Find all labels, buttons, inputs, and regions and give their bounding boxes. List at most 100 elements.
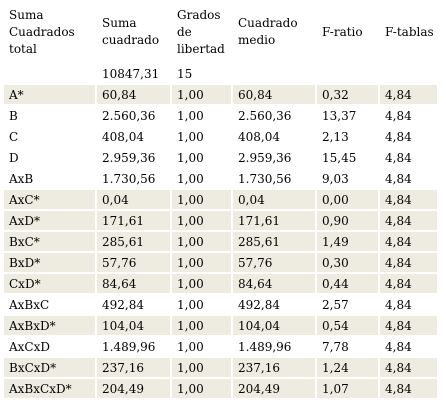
table-row: AxBxCxD* 204,49 1,00 204,49 1,07 4,84 (4, 379, 437, 398)
cell-f-tablas: 4,84 (385, 129, 412, 144)
cell-cuadrado-medio: 1.730,56 (238, 171, 292, 186)
table-row: BxD* 57,76 1,00 57,76 0,30 4,84 (4, 253, 437, 272)
table-row: AxCxD 1.489,96 1,00 1.489,96 7,78 4,84 (4, 337, 437, 356)
cell-source: AxBxCxD* (4, 379, 95, 398)
cell-f-ratio: 0,54 (317, 316, 378, 335)
cell-f-tablas: 4,84 (385, 297, 412, 312)
cell-source: AxBxC (9, 297, 50, 312)
cell-f-ratio: 9,03 (322, 171, 349, 186)
totals-label (4, 64, 95, 83)
cell-grados-libertad: 1,00 (172, 274, 231, 293)
cell-grados-libertad: 1,00 (172, 232, 231, 251)
cell-f-ratio: 7,78 (322, 339, 349, 354)
cell-source: D (9, 150, 19, 165)
cell-f-ratio: 1,24 (317, 358, 378, 377)
cell-source: AxD* (4, 211, 95, 230)
cell-cuadrado-medio: 0,04 (233, 190, 315, 209)
cell-suma-cuadrado: 57,76 (97, 253, 170, 272)
header-f-tablas: F-tablas (385, 24, 434, 39)
table-row: AxBxC 492,84 1,00 492,84 2,57 4,84 (4, 295, 437, 314)
cell-f-ratio: 0,90 (317, 211, 378, 230)
cell-grados-libertad: 1,00 (177, 339, 204, 354)
cell-f-ratio: 13,37 (322, 108, 357, 123)
header-cuadrado-medio: Cuadrado medio (238, 16, 298, 47)
cell-f-tablas: 4,84 (380, 316, 437, 335)
cell-source: C (9, 129, 19, 144)
table-row: B 2.560,36 1,00 2.560,36 13,37 4,84 (4, 106, 437, 125)
cell-cuadrado-medio: 204,49 (233, 379, 315, 398)
header-suma-cuadrado: Suma cuadrado (102, 16, 160, 47)
cell-f-ratio: 0,00 (317, 190, 378, 209)
cell-f-tablas: 4,84 (380, 358, 437, 377)
cell-f-tablas: 4,84 (380, 379, 437, 398)
table-row: D 2.959,36 1,00 2.959,36 15,45 4,84 (4, 148, 437, 167)
cell-suma-cuadrado: 0,04 (97, 190, 170, 209)
table-row: BxC* 285,61 1,00 285,61 1,49 4,84 (4, 232, 437, 251)
cell-source: AxB (9, 171, 34, 186)
cell-source: AxCxD (9, 339, 51, 354)
cell-f-tablas: 4,84 (385, 150, 412, 165)
table-row: BxCxD* 237,16 1,00 237,16 1,24 4,84 (4, 358, 437, 377)
cell-suma-cuadrado: 237,16 (97, 358, 170, 377)
cell-cuadrado-medio: 2.560,36 (238, 108, 292, 123)
total-grados-libertad: 15 (177, 66, 193, 81)
anova-table: Suma Cuadrados total Suma cuadrado Grado… (2, 0, 439, 400)
cell-f-ratio: 1,07 (317, 379, 378, 398)
cell-suma-cuadrado: 1.489,96 (102, 339, 156, 354)
cell-f-tablas: 4,84 (380, 190, 437, 209)
cell-source: AxC* (4, 190, 95, 209)
cell-grados-libertad: 1,00 (177, 171, 204, 186)
cell-f-tablas: 4,84 (380, 274, 437, 293)
cell-f-ratio: 1,49 (317, 232, 378, 251)
cell-suma-cuadrado: 60,84 (97, 85, 170, 104)
cell-grados-libertad: 1,00 (172, 358, 231, 377)
cell-source: A* (4, 85, 95, 104)
cell-cuadrado-medio: 237,16 (233, 358, 315, 377)
cell-source: BxC* (4, 232, 95, 251)
cell-suma-cuadrado: 84,64 (97, 274, 170, 293)
table-row: AxBxD* 104,04 1,00 104,04 0,54 4,84 (4, 316, 437, 335)
cell-grados-libertad: 1,00 (177, 297, 204, 312)
table-row: AxB 1.730,56 1,00 1.730,56 9,03 4,84 (4, 169, 437, 188)
cell-cuadrado-medio: 171,61 (233, 211, 315, 230)
cell-suma-cuadrado: 204,49 (97, 379, 170, 398)
table-row: AxC* 0,04 1,00 0,04 0,00 4,84 (4, 190, 437, 209)
totals-empty-ft (380, 64, 437, 83)
cell-source: BxD* (4, 253, 95, 272)
cell-cuadrado-medio: 104,04 (233, 316, 315, 335)
cell-f-ratio: 15,45 (322, 150, 357, 165)
cell-f-ratio: 2,57 (322, 297, 349, 312)
cell-suma-cuadrado: 2.959,36 (102, 150, 156, 165)
cell-suma-cuadrado: 408,04 (102, 129, 144, 144)
total-suma-cuadrado: 10847,31 (102, 66, 160, 81)
table-row: CxD* 84,64 1,00 84,64 0,44 4,84 (4, 274, 437, 293)
table-row: C 408,04 1,00 408,04 2,13 4,84 (4, 127, 437, 146)
totals-row: 10847,31 15 (4, 64, 437, 83)
cell-f-tablas: 4,84 (385, 108, 412, 123)
cell-f-ratio: 0,32 (317, 85, 378, 104)
cell-grados-libertad: 1,00 (172, 190, 231, 209)
cell-cuadrado-medio: 60,84 (233, 85, 315, 104)
totals-empty-f (317, 64, 378, 83)
totals-empty-ms (233, 64, 315, 83)
cell-cuadrado-medio: 492,84 (238, 297, 280, 312)
cell-suma-cuadrado: 104,04 (97, 316, 170, 335)
table-row: A* 60,84 1,00 60,84 0,32 4,84 (4, 85, 437, 104)
cell-grados-libertad: 1,00 (172, 211, 231, 230)
cell-cuadrado-medio: 408,04 (238, 129, 280, 144)
cell-grados-libertad: 1,00 (177, 129, 204, 144)
cell-grados-libertad: 1,00 (172, 316, 231, 335)
cell-source: CxD* (4, 274, 95, 293)
cell-suma-cuadrado: 1.730,56 (102, 171, 156, 186)
cell-f-tablas: 4,84 (380, 253, 437, 272)
table-row: AxD* 171,61 1,00 171,61 0,90 4,84 (4, 211, 437, 230)
cell-f-tablas: 4,84 (380, 211, 437, 230)
cell-f-ratio: 0,30 (317, 253, 378, 272)
cell-grados-libertad: 1,00 (172, 253, 231, 272)
cell-source: AxBxD* (4, 316, 95, 335)
header-suma-cuadrados-total: Suma Cuadrados total (9, 7, 75, 56)
header-grados-libertad: Grados de libertad (177, 7, 225, 56)
cell-source: BxCxD* (4, 358, 95, 377)
header-f-ratio: F-ratio (322, 24, 363, 39)
cell-cuadrado-medio: 285,61 (233, 232, 315, 251)
